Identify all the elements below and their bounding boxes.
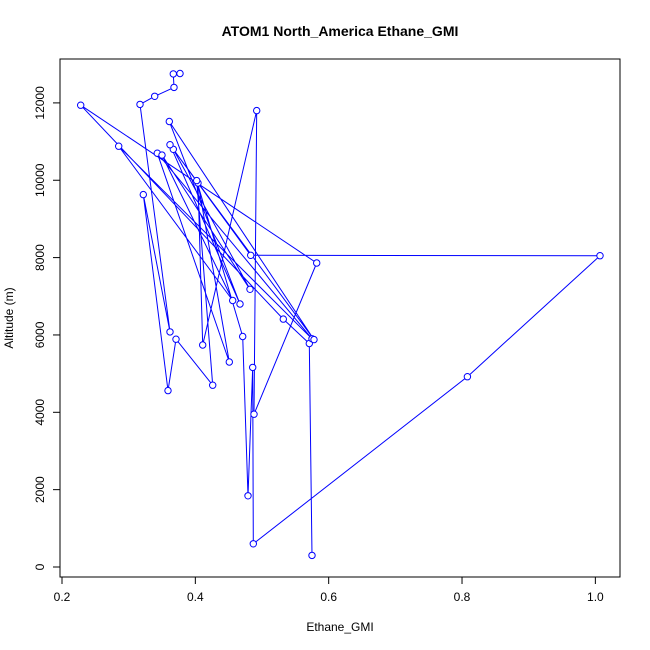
y-tick-label: 8000 xyxy=(33,244,47,271)
data-point xyxy=(176,69,184,78)
y-tick-label: 6000 xyxy=(33,321,47,348)
data-point xyxy=(166,141,174,149)
y-tick-label: 2000 xyxy=(33,476,47,503)
data-point xyxy=(164,386,172,395)
data-point xyxy=(229,296,237,305)
data-point xyxy=(158,151,166,159)
y-axis-label: Altitude (m) xyxy=(2,287,16,348)
data-point xyxy=(279,315,287,323)
data-point xyxy=(596,252,604,260)
data-point xyxy=(244,492,252,500)
data-point xyxy=(193,176,201,185)
data-point xyxy=(250,410,258,418)
data-point xyxy=(225,358,234,366)
x-tick-label: 0.2 xyxy=(54,590,71,604)
data-point xyxy=(136,100,144,109)
data-point xyxy=(139,190,148,199)
x-tick-label: 1.0 xyxy=(587,590,604,604)
data-point xyxy=(463,373,472,381)
x-tick-label: 0.8 xyxy=(454,590,471,604)
data-point xyxy=(165,117,174,126)
data-point xyxy=(170,83,178,92)
data-point xyxy=(308,551,316,560)
chart-title: ATOM1 North_America Ethane_GMI xyxy=(222,23,459,39)
data-point xyxy=(209,381,217,389)
data-point xyxy=(169,70,178,78)
data-point xyxy=(166,328,174,336)
y-axis: 0 2000 4000 6000 8000 10000 12000 xyxy=(33,86,61,570)
data-point xyxy=(313,259,321,267)
data-point xyxy=(151,92,159,101)
x-axis-label: Ethane_GMI xyxy=(306,620,373,634)
y-tick-label: 4000 xyxy=(33,399,47,426)
data-point xyxy=(172,335,180,343)
y-tick-label: 10000 xyxy=(33,163,47,197)
data-point xyxy=(199,341,207,349)
data-point xyxy=(77,101,85,109)
series-layer xyxy=(77,69,604,560)
data-point xyxy=(253,106,261,115)
y-tick-label: 12000 xyxy=(33,86,47,120)
data-point xyxy=(247,251,255,260)
data-point xyxy=(246,285,254,293)
data-point xyxy=(249,363,257,372)
data-point xyxy=(115,142,123,150)
x-axis: 0.2 0.4 0.6 0.8 1.0 xyxy=(54,576,604,604)
y-tick-label: 0 xyxy=(33,563,47,570)
x-tick-label: 0.4 xyxy=(187,590,204,604)
data-point xyxy=(239,332,247,341)
x-tick-label: 0.6 xyxy=(320,590,337,604)
data-point xyxy=(249,540,258,548)
data-point xyxy=(236,300,244,308)
data-point xyxy=(310,335,318,344)
